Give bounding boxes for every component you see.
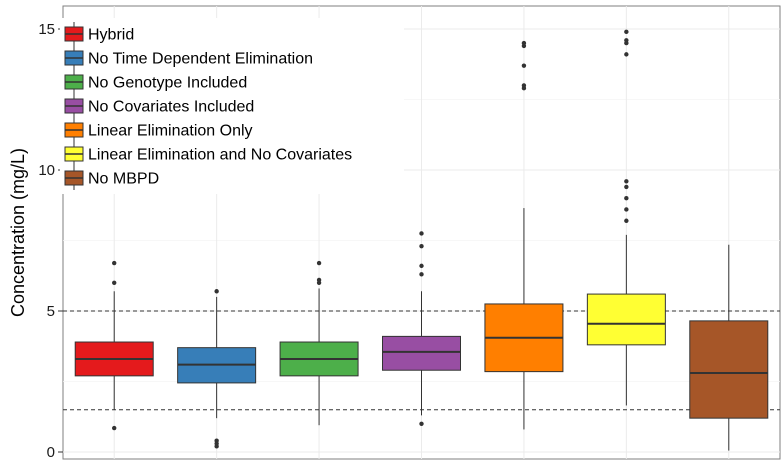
legend-item: No Covariates Included [64, 94, 254, 118]
outlier-point [624, 52, 629, 57]
outlier-point [112, 260, 117, 266]
outlier-point [624, 184, 629, 190]
outlier-point [112, 425, 117, 431]
legend-label: Linear Elimination and No Covariates [88, 147, 352, 164]
y-tick-label: 15 [38, 21, 55, 38]
box-body [586, 293, 666, 346]
outlier-point [419, 421, 424, 426]
y-tick-label: 10 [38, 162, 55, 179]
y-axis: 0 5 10 15 [38, 21, 63, 461]
outlier-point [521, 40, 527, 46]
legend-item: Linear Elimination Only [64, 118, 253, 142]
y-tick-label: 0 [47, 444, 55, 461]
outlier-point [419, 243, 424, 249]
outlier-point [624, 29, 629, 35]
legend-item: Linear Elimination and No Covariates [64, 142, 352, 166]
outlier-point [624, 179, 629, 184]
box-6 [586, 29, 666, 406]
outlier-point [112, 280, 117, 285]
legend-item: No MBPD [64, 166, 159, 190]
box-1 [74, 260, 154, 431]
legend-label: Hybrid [88, 27, 134, 44]
outlier-point [316, 260, 322, 266]
legend-item: Hybrid [64, 22, 134, 46]
box-series-group [74, 29, 769, 451]
box-5 [484, 40, 564, 430]
box-2 [177, 289, 257, 449]
outlier-point [521, 63, 527, 68]
y-axis-title: Concentration (mg/L) [8, 148, 28, 317]
outlier-point [419, 263, 424, 269]
outlier-point [624, 207, 629, 212]
box-4 [382, 231, 461, 426]
legend-label: No Genotype Included [88, 75, 247, 92]
legend-item: No Time Dependent Elimination [64, 46, 313, 70]
outlier-point [419, 272, 424, 277]
legend: Hybrid No Time Dependent Elimination No Ge… [60, 18, 404, 194]
box-body [689, 320, 769, 419]
legend-label: No MBPD [88, 171, 159, 188]
box-body [382, 335, 461, 371]
legend-background [60, 18, 404, 194]
legend-label: Linear Elimination Only [88, 123, 253, 140]
outlier-point [624, 218, 629, 223]
box-3 [279, 260, 359, 426]
outlier-point [214, 289, 219, 294]
box-7 [689, 244, 769, 451]
outlier-point [316, 277, 322, 283]
y-tick-label: 5 [47, 303, 55, 320]
outlier-point [419, 231, 424, 236]
outlier-point [624, 196, 629, 201]
legend-label: No Covariates Included [88, 99, 254, 116]
outlier-point [521, 83, 527, 88]
outlier-point [214, 438, 219, 443]
outlier-point [624, 38, 629, 43]
legend-item: No Genotype Included [64, 70, 247, 94]
legend-label: No Time Dependent Elimination [88, 51, 313, 68]
